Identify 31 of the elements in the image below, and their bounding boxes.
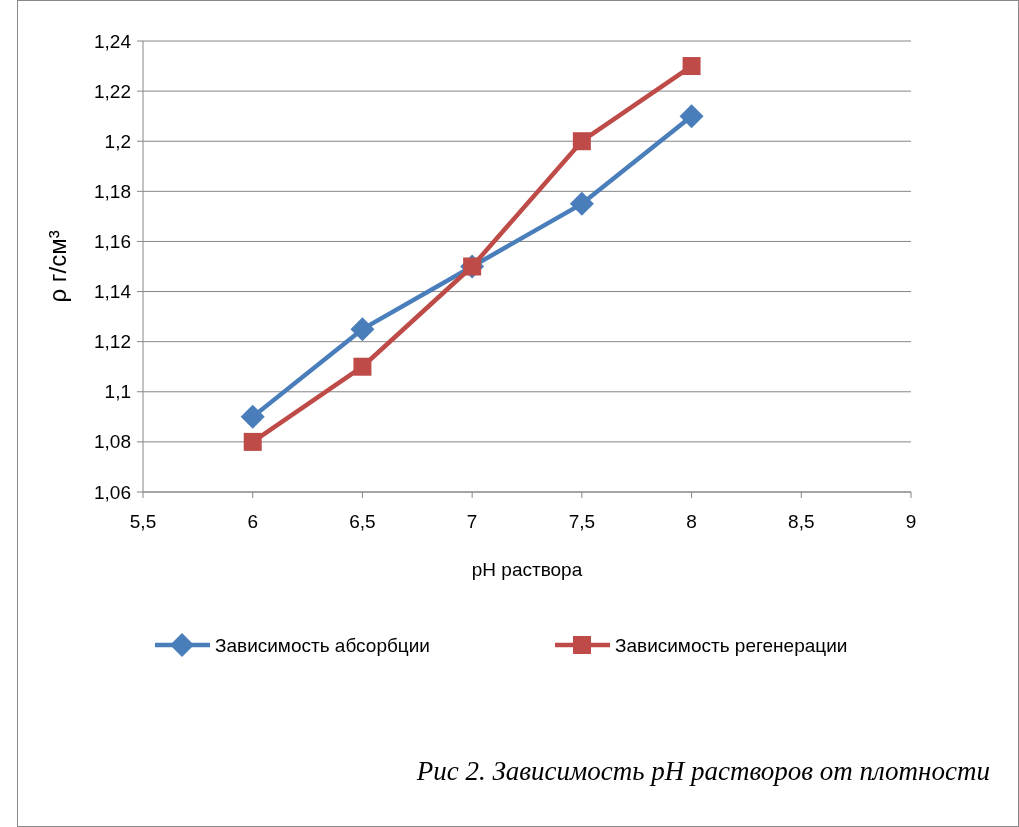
text: Рис 2. Зависимость pH растворов от плотности — [415, 756, 990, 786]
legend-label: Зависимость регенерации — [615, 634, 848, 656]
y-tick-label: 1,06 — [94, 481, 131, 503]
y-tick-label: 1,1 — [104, 381, 131, 403]
y-tick-label: 1,14 — [94, 281, 132, 303]
y-tick-label: 1,22 — [94, 80, 131, 102]
y-tick-label: 1,12 — [94, 331, 131, 353]
y-tick-label: 1,18 — [94, 180, 131, 202]
x-tick-label: 6 — [247, 511, 258, 532]
y-axis-title: ρ г/см³ — [44, 230, 71, 303]
x-axis-title: pH раствора — [471, 559, 583, 580]
x-tick-label: 8,5 — [788, 511, 815, 532]
x-tick-label: 5,5 — [129, 511, 157, 532]
y-tick-label: 1,24 — [94, 30, 132, 52]
point — [569, 191, 594, 216]
point — [243, 432, 262, 451]
legend-label: Зависимость абсорбции — [215, 634, 430, 656]
y-tick-label: 1,08 — [94, 431, 131, 453]
y-tick-label: 1,2 — [104, 130, 131, 152]
x-tick-label: 7,5 — [568, 511, 596, 532]
point — [350, 317, 375, 342]
x-tick-label: 9 — [905, 511, 917, 532]
point — [682, 57, 701, 76]
x-tick-label: 7 — [466, 511, 478, 532]
point — [572, 132, 591, 151]
x-tick-label: 8 — [686, 511, 697, 532]
point — [353, 357, 372, 376]
point — [240, 404, 265, 429]
point — [679, 104, 704, 129]
y-tick-label: 1,16 — [94, 230, 131, 252]
x-tick-label: 6,5 — [349, 511, 376, 532]
